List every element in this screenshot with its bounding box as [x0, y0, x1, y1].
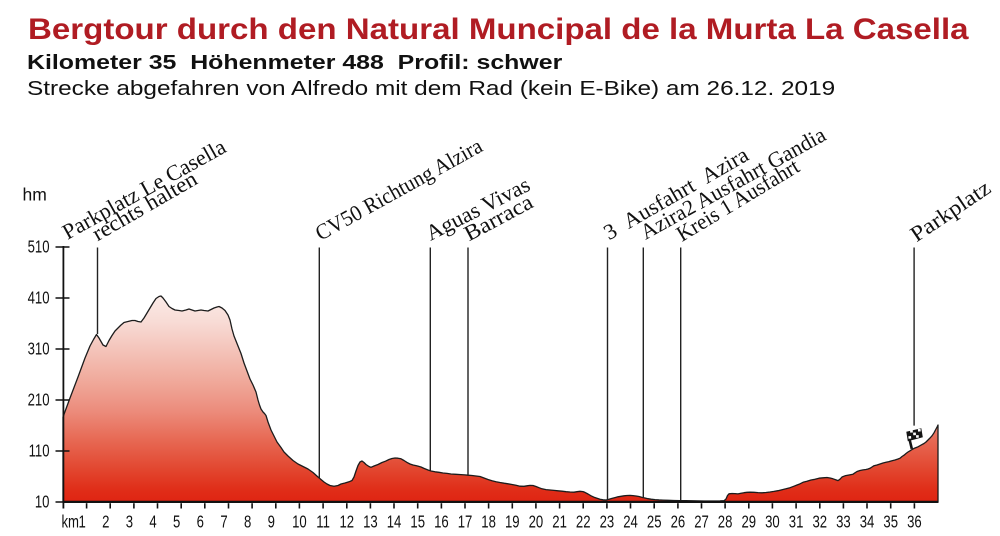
- svg-text:33: 33: [836, 513, 851, 532]
- svg-text:35: 35: [883, 513, 898, 532]
- svg-text:24: 24: [623, 513, 638, 532]
- svg-text:36: 36: [907, 513, 922, 532]
- svg-text:14: 14: [387, 513, 402, 532]
- svg-text:19: 19: [505, 513, 520, 532]
- svg-text:4: 4: [149, 513, 157, 532]
- svg-text:18: 18: [481, 513, 496, 532]
- svg-text:27: 27: [694, 513, 709, 532]
- svg-text:23: 23: [600, 513, 615, 532]
- svg-text:32: 32: [812, 513, 827, 532]
- svg-text:9: 9: [268, 513, 276, 532]
- svg-text:6: 6: [197, 513, 205, 532]
- svg-text:210: 210: [28, 390, 50, 409]
- svg-text:Parkplatz Le Casella: Parkplatz Le Casella: [58, 134, 230, 245]
- svg-text:5: 5: [173, 513, 181, 532]
- svg-text:15: 15: [410, 513, 425, 532]
- svg-text:26: 26: [671, 513, 686, 532]
- svg-text:16: 16: [434, 513, 449, 532]
- svg-text:13: 13: [363, 513, 378, 532]
- svg-text:410: 410: [28, 288, 50, 307]
- svg-text:2: 2: [102, 513, 109, 532]
- svg-text:34: 34: [860, 513, 875, 532]
- svg-text:7: 7: [220, 513, 227, 532]
- svg-text:110: 110: [29, 441, 50, 460]
- svg-text:29: 29: [741, 513, 756, 532]
- svg-text:31: 31: [789, 513, 804, 532]
- svg-text:30: 30: [765, 513, 780, 532]
- svg-text:11: 11: [316, 513, 330, 532]
- svg-text:22: 22: [576, 513, 591, 532]
- svg-text:Azira2 Ausfahrt Gandia: Azira2 Ausfahrt Gandia: [636, 122, 830, 245]
- svg-text:25: 25: [647, 513, 662, 532]
- svg-text:km: km: [61, 513, 79, 532]
- svg-text:20: 20: [529, 513, 544, 532]
- svg-text:8: 8: [244, 513, 252, 532]
- svg-text:10: 10: [292, 513, 307, 532]
- svg-text:510: 510: [28, 237, 50, 256]
- svg-text:21: 21: [552, 513, 567, 532]
- svg-text:10: 10: [35, 492, 50, 511]
- svg-text:28: 28: [718, 513, 733, 532]
- svg-text:17: 17: [458, 513, 473, 532]
- svg-text:Parkplatz: Parkplatz: [905, 175, 995, 247]
- svg-text:310: 310: [28, 339, 50, 358]
- svg-text:12: 12: [339, 513, 354, 532]
- svg-text:1: 1: [78, 513, 85, 532]
- svg-text:3: 3: [126, 513, 134, 532]
- svg-text:hm: hm: [23, 185, 47, 205]
